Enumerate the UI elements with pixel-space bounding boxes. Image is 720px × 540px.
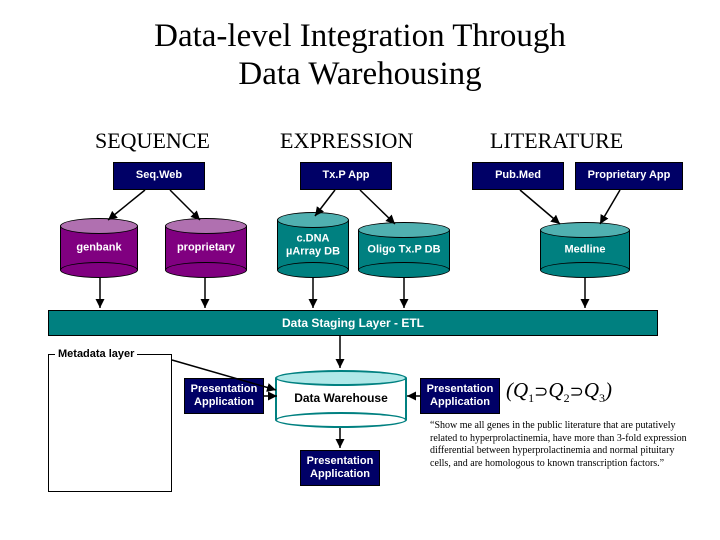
db-cdna-l2: µArray DB (286, 245, 340, 257)
title-line-1: Data-level Integration Through (154, 18, 566, 54)
metadata-layer-label: Metadata layer (55, 348, 137, 360)
db-cdna: c.DNA µArray DB (277, 212, 349, 278)
presentation-app-left: PresentationApplication (184, 378, 264, 414)
formula-op1: ⊃ (534, 382, 548, 401)
section-sequence: SEQUENCE (95, 128, 210, 154)
app-proprietary: Proprietary App (575, 162, 683, 190)
app-txp: Tx.P App (300, 162, 392, 190)
presentation-app-bottom: PresentationApplication (300, 450, 380, 486)
db-proprietary: proprietary (165, 218, 247, 278)
db-oligo: Oligo Tx.P DB (358, 222, 450, 278)
db-proprietary-label: proprietary (165, 242, 247, 255)
app-proprietary-label: Proprietary App (588, 169, 671, 182)
formula-lp: ( (506, 378, 513, 402)
db-genbank: genbank (60, 218, 138, 278)
metadata-layer: Metadata layer (48, 354, 172, 492)
data-warehouse-label: Data Warehouse (275, 392, 407, 406)
formula-rp: ) (605, 378, 612, 402)
app-pubmed: Pub.Med (472, 162, 564, 190)
staging-layer: Data Staging Layer - ETL (48, 310, 658, 336)
presentation-app-bottom-label: PresentationApplication (307, 455, 374, 481)
app-seqweb-label: Seq.Web (136, 169, 182, 182)
page-title: Data-level Integration Through Data Ware… (0, 18, 720, 94)
db-cdna-l1: c.DNA (296, 232, 329, 244)
section-expression: EXPRESSION (280, 128, 413, 154)
query-formula: (Q1⊃Q2⊃Q3) (506, 378, 612, 406)
db-medline: Medline (540, 222, 630, 278)
db-cdna-label: c.DNA µArray DB (277, 232, 349, 257)
formula-q3: Q (584, 378, 599, 402)
db-genbank-label: genbank (60, 242, 138, 255)
app-txp-label: Tx.P App (322, 169, 369, 182)
db-medline-label: Medline (540, 244, 630, 257)
formula-op2: ⊃ (570, 382, 584, 401)
staging-layer-label: Data Staging Layer - ETL (282, 316, 424, 330)
presentation-app-left-label: PresentationApplication (191, 383, 258, 409)
presentation-app-right-label: PresentationApplication (427, 383, 494, 409)
presentation-app-right: PresentationApplication (420, 378, 500, 414)
db-oligo-label: Oligo Tx.P DB (358, 244, 450, 257)
app-pubmed-label: Pub.Med (495, 169, 541, 182)
formula-q2: Q (548, 378, 563, 402)
app-seqweb: Seq.Web (113, 162, 205, 190)
data-warehouse: Data Warehouse (275, 370, 407, 428)
formula-q1: Q (513, 378, 528, 402)
title-line-2: Data Warehousing (238, 56, 481, 92)
example-query-quote: “Show me all genes in the public literat… (430, 420, 690, 470)
section-literature: LITERATURE (490, 128, 623, 154)
